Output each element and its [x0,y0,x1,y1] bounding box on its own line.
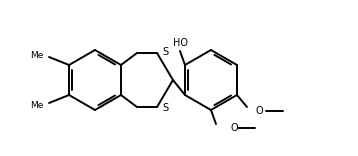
Text: Me: Me [30,51,43,59]
Text: S: S [162,103,168,113]
Text: Me: Me [30,100,43,110]
Text: HO: HO [173,38,188,48]
Text: S: S [162,47,168,57]
Text: O: O [255,106,263,116]
Text: O: O [231,123,238,133]
